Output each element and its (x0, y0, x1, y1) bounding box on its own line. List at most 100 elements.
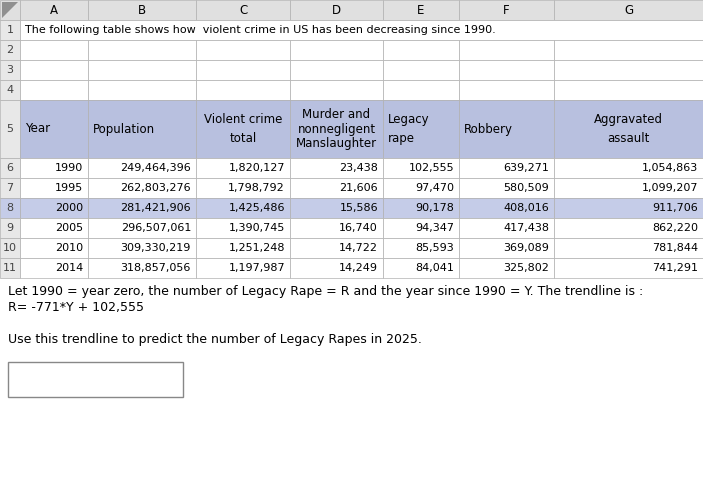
Text: 21,606: 21,606 (340, 183, 378, 193)
Bar (0, 258, 20, 278)
Bar (88, 60, 196, 80)
Bar (554, 100, 703, 158)
Bar (20, 158, 88, 178)
Text: C: C (239, 4, 247, 17)
Text: 1,197,987: 1,197,987 (228, 263, 285, 273)
Text: 9: 9 (6, 223, 13, 233)
Bar (88, 238, 196, 258)
Text: 102,555: 102,555 (408, 163, 454, 173)
Text: 1995: 1995 (55, 183, 83, 193)
Bar (290, 158, 383, 178)
Bar (554, 238, 703, 258)
Bar (0, 238, 20, 258)
Bar (383, 80, 459, 100)
Bar (383, 158, 459, 178)
Bar (290, 0, 383, 20)
Bar (0, 40, 20, 60)
Bar (383, 40, 459, 60)
Text: 1,798,792: 1,798,792 (228, 183, 285, 193)
Text: 90,178: 90,178 (415, 203, 454, 213)
Bar (0, 100, 20, 158)
Bar (196, 0, 290, 20)
Bar (290, 198, 383, 218)
Text: Let 1990 = year zero, the number of Legacy Rape = R and the year since 1990 = Y.: Let 1990 = year zero, the number of Lega… (8, 285, 643, 298)
Bar (196, 198, 290, 218)
Text: 4: 4 (6, 85, 13, 95)
Bar (20, 218, 88, 238)
Bar (88, 258, 196, 278)
Bar (88, 80, 196, 100)
Text: 11: 11 (3, 263, 17, 273)
Text: 417,438: 417,438 (503, 223, 549, 233)
Bar (196, 238, 290, 258)
Bar (196, 178, 290, 198)
Bar (20, 178, 88, 198)
Bar (459, 238, 554, 258)
Bar (196, 158, 290, 178)
Text: 1,251,248: 1,251,248 (228, 243, 285, 253)
Text: 2010: 2010 (55, 243, 83, 253)
Text: A: A (50, 4, 58, 17)
Text: 16,740: 16,740 (340, 223, 378, 233)
Text: E: E (418, 4, 425, 17)
Bar (0, 158, 20, 178)
Bar (20, 80, 88, 100)
Text: rape: rape (388, 132, 415, 145)
Bar (20, 40, 88, 60)
Bar (290, 218, 383, 238)
Bar (20, 238, 88, 258)
Bar (20, 60, 88, 80)
Bar (20, 198, 88, 218)
Bar (88, 158, 196, 178)
Text: 6: 6 (6, 163, 13, 173)
Text: 1,099,207: 1,099,207 (642, 183, 698, 193)
Text: 1: 1 (6, 25, 13, 35)
Text: Use this trendline to predict the number of Legacy Rapes in 2025.: Use this trendline to predict the number… (8, 334, 422, 347)
Text: 408,016: 408,016 (503, 203, 549, 213)
Bar (554, 258, 703, 278)
Text: 318,857,056: 318,857,056 (121, 263, 191, 273)
Text: 23,438: 23,438 (339, 163, 378, 173)
Bar (554, 80, 703, 100)
Bar (554, 40, 703, 60)
Text: 84,041: 84,041 (415, 263, 454, 273)
Text: 14,249: 14,249 (339, 263, 378, 273)
Text: Manslaughter: Manslaughter (296, 137, 377, 150)
Bar (290, 100, 383, 158)
Bar (383, 100, 459, 158)
Text: 639,271: 639,271 (503, 163, 549, 173)
Text: 8: 8 (6, 203, 13, 213)
Bar (554, 60, 703, 80)
Text: 2005: 2005 (55, 223, 83, 233)
Text: 1,425,486: 1,425,486 (228, 203, 285, 213)
Bar (196, 218, 290, 238)
Bar (459, 80, 554, 100)
Text: 369,089: 369,089 (503, 243, 549, 253)
Bar (459, 0, 554, 20)
Bar (290, 258, 383, 278)
Text: 2014: 2014 (55, 263, 83, 273)
Text: Year: Year (25, 122, 50, 136)
Text: G: G (624, 4, 633, 17)
Bar (20, 100, 88, 158)
Text: 580,509: 580,509 (503, 183, 549, 193)
Bar (0, 20, 20, 40)
Text: Murder and: Murder and (302, 108, 370, 121)
Text: D: D (332, 4, 341, 17)
Text: 1,390,745: 1,390,745 (228, 223, 285, 233)
Text: R= -771*Y + 102,555: R= -771*Y + 102,555 (8, 301, 144, 314)
Text: 249,464,396: 249,464,396 (120, 163, 191, 173)
Bar (0, 198, 20, 218)
Text: 1,054,863: 1,054,863 (642, 163, 698, 173)
Bar (554, 218, 703, 238)
Bar (0, 80, 20, 100)
Bar (0, 218, 20, 238)
Bar (88, 100, 196, 158)
Bar (383, 0, 459, 20)
Text: 281,421,906: 281,421,906 (120, 203, 191, 213)
Bar (88, 198, 196, 218)
Bar (88, 40, 196, 60)
Bar (196, 100, 290, 158)
Bar (554, 178, 703, 198)
Bar (8, 362, 183, 397)
